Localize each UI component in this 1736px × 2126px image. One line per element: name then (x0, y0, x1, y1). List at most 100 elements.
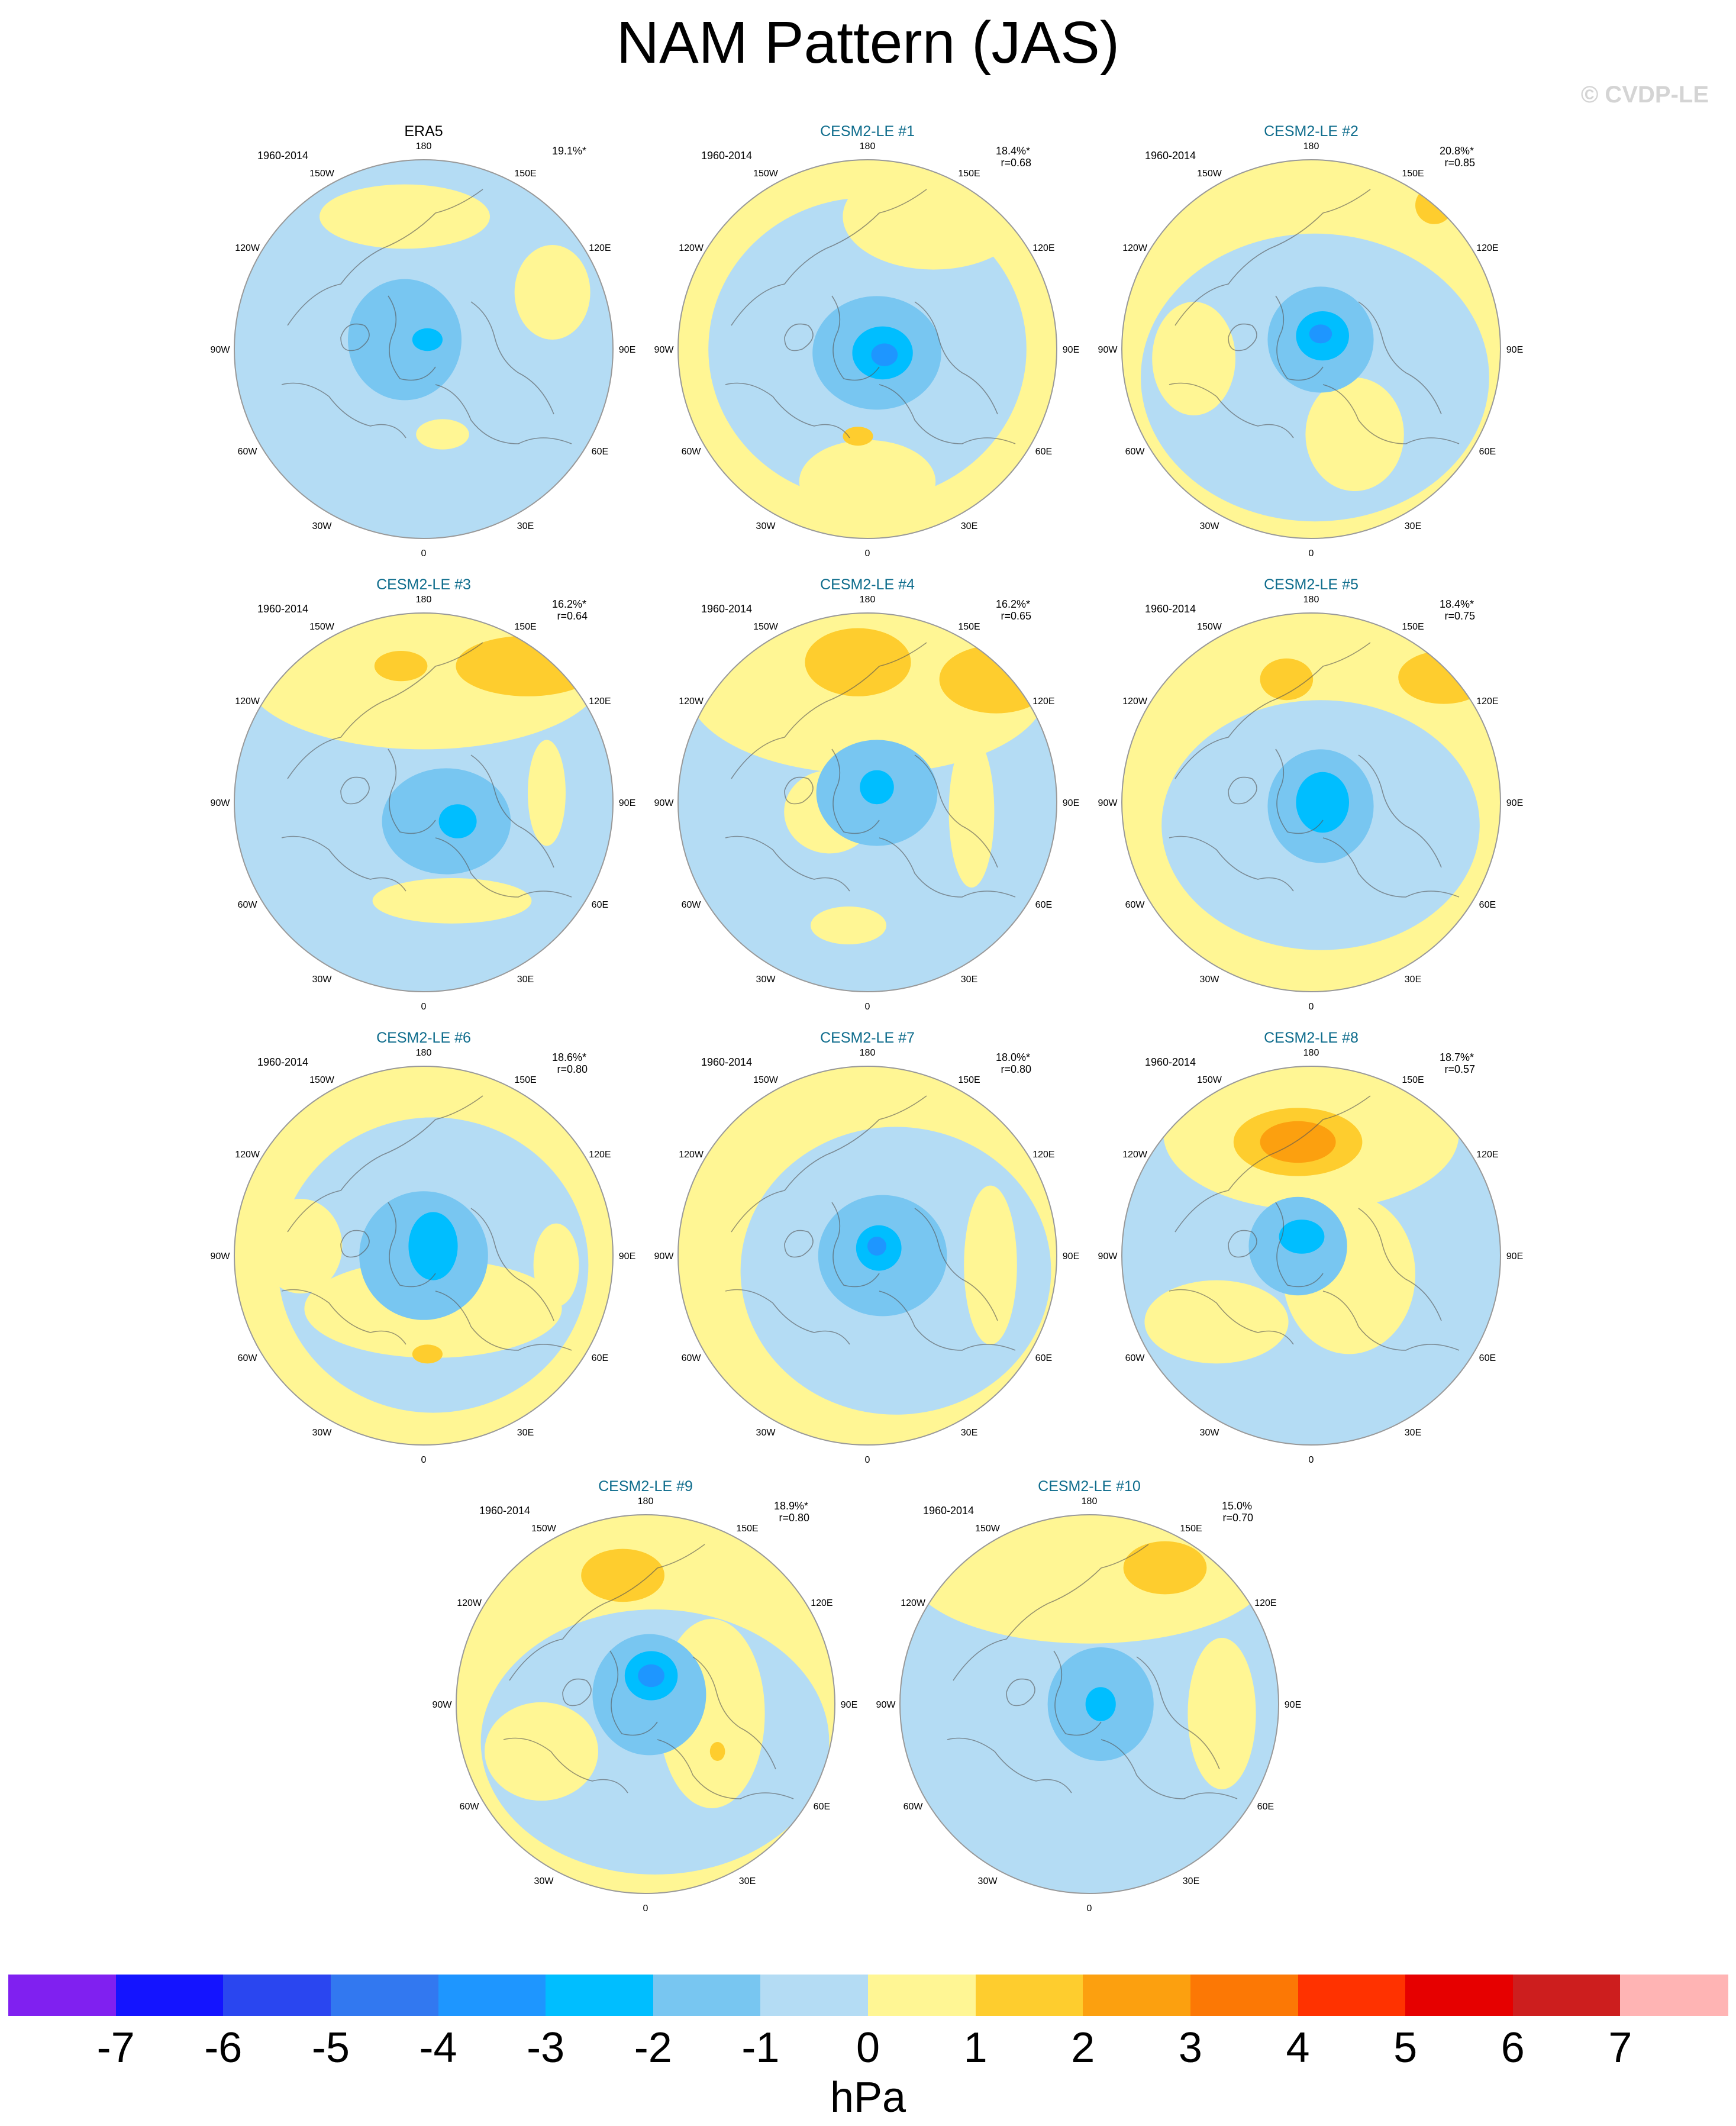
lon-label: 150W (753, 169, 779, 179)
lon-label: 60W (1125, 447, 1145, 457)
colorbar-tick-label: -2 (634, 2024, 672, 2072)
map-panel-era5: 180 150E 120E 90E 60E 30E 0 30W 60W 90W 120W 150W ER… (211, 123, 636, 559)
lon-label: 150W (1197, 169, 1222, 179)
colorbar-swatch (330, 1975, 439, 2016)
lon-label: 180 (860, 595, 876, 605)
anomaly-region (1296, 772, 1349, 833)
variance-explained: 18.4%* (996, 145, 1030, 157)
lon-label: 150E (958, 169, 980, 179)
coastlines (947, 1544, 1238, 1799)
lon-label: 180 (416, 595, 432, 605)
lon-label: 120E (1032, 1150, 1054, 1160)
lon-label: 150E (1402, 169, 1424, 179)
lon-label: 60E (592, 447, 608, 457)
coastlines (281, 189, 572, 444)
pattern-correlation: r=0.65 (1001, 610, 1031, 622)
map-boundary (899, 1514, 1279, 1894)
period-label: 1960-2014 (1145, 1056, 1196, 1068)
panel-title: CESM2-LE #3 (376, 576, 471, 593)
lon-label: 180 (1082, 1496, 1098, 1506)
coastlines (281, 1095, 572, 1351)
variance-explained: 20.8%* (1440, 145, 1474, 157)
lon-label: 60W (238, 1353, 258, 1363)
lon-label: 30E (739, 1876, 756, 1886)
pattern-correlation: r=0.80 (557, 1063, 588, 1075)
lon-label: 150W (309, 1075, 335, 1085)
anomaly-field (234, 613, 613, 992)
lon-label: 60W (682, 1353, 702, 1363)
colorbar-swatch (1083, 1975, 1191, 2016)
lon-label: 30E (1405, 1428, 1421, 1438)
anomaly-field (678, 613, 1057, 992)
lon-label: 150E (958, 622, 980, 632)
colorbar-swatch (760, 1975, 869, 2016)
coastlines (281, 642, 572, 898)
anomaly-field (678, 160, 1057, 538)
map-panel-m3: 180 150E 120E 90E 60E 30E 0 30W 60W 90W 120W 150W CE… (211, 576, 636, 1012)
variance-explained: 18.4%* (1440, 598, 1474, 610)
period-label: 1960-2014 (257, 603, 308, 615)
anomaly-region (485, 1702, 598, 1801)
lon-label: 90W (654, 345, 675, 355)
map-boundary (677, 159, 1057, 539)
colorbar-swatch (868, 1975, 976, 2016)
lon-label: 90E (1506, 1251, 1523, 1262)
period-label: 1960-2014 (257, 1056, 308, 1068)
colorbar-tick-label: 2 (1071, 2024, 1095, 2072)
lon-label: 180 (860, 1048, 876, 1058)
anomaly-field (456, 1515, 835, 1893)
lon-label: 0 (421, 1455, 427, 1465)
lon-label: 150W (753, 1075, 779, 1085)
lon-label: 120W (1122, 696, 1148, 706)
colorbar-tick-label: 5 (1393, 2024, 1418, 2072)
lon-label: 30E (961, 521, 977, 531)
lon-label: 90W (211, 345, 231, 355)
lon-label: 0 (1309, 1455, 1314, 1465)
anomaly-region (514, 245, 591, 340)
colorbar-swatch (546, 1975, 654, 2016)
lon-label: 60E (814, 1802, 830, 1812)
map-boundary (1121, 1066, 1501, 1446)
lon-label: 120W (235, 243, 260, 253)
lon-label: 30E (517, 1428, 534, 1438)
panel-title: CESM2-LE #10 (1038, 1478, 1141, 1495)
anomaly-region (416, 419, 469, 450)
lon-label: 90W (876, 1700, 896, 1710)
anomaly-region (1123, 1541, 1207, 1595)
anomaly-region (408, 1212, 458, 1280)
anomaly-region (948, 736, 995, 888)
panel-title: CESM2-LE #8 (1264, 1030, 1359, 1046)
coastlines (503, 1544, 794, 1799)
anomaly-region (1279, 1220, 1325, 1254)
colorbar-tick-label: -4 (419, 2024, 457, 2072)
lon-label: 30W (756, 975, 776, 985)
lon-label: 90W (1098, 798, 1118, 808)
lon-label: 90E (1063, 345, 1079, 355)
lon-label: 30E (1405, 975, 1421, 985)
lon-label: 180 (416, 1048, 432, 1058)
panel-title: CESM2-LE #1 (820, 123, 915, 140)
map-panel-m7: 180 150E 120E 90E 60E 30E 0 30W 60W 90W 120W 150W CE… (654, 1030, 1080, 1465)
lon-label: 30W (1200, 521, 1220, 531)
map-panel-m6: 180 150E 120E 90E 60E 30E 0 30W 60W 90W 120W 150W CE… (211, 1030, 636, 1465)
map-panel-m9: 180 150E 120E 90E 60E 30E 0 30W 60W 90W 120W 150W CE… (433, 1478, 858, 1914)
anomaly-field (900, 1515, 1279, 1893)
colorbar-swatch (438, 1975, 547, 2016)
lon-label: 150E (514, 1075, 536, 1085)
anomaly-field (1122, 1066, 1501, 1445)
anomaly-field (678, 1066, 1057, 1445)
pattern-correlation: r=0.75 (1444, 610, 1475, 622)
lon-label: 60W (1125, 1353, 1145, 1363)
panel-title: CESM2-LE #6 (376, 1030, 471, 1046)
lon-label: 60E (1479, 1353, 1496, 1363)
coastlines (1169, 642, 1460, 898)
variance-explained: 18.6%* (552, 1051, 586, 1063)
lon-label: 30W (312, 975, 333, 985)
lon-label: 30E (961, 1428, 977, 1438)
lon-label: 60E (1479, 900, 1496, 910)
lon-label: 120W (679, 243, 704, 253)
colorbar-tick-label: 3 (1178, 2024, 1202, 2072)
lon-label: 90E (1063, 1251, 1079, 1262)
coastlines (725, 642, 1016, 898)
lon-label: 120W (679, 1150, 704, 1160)
